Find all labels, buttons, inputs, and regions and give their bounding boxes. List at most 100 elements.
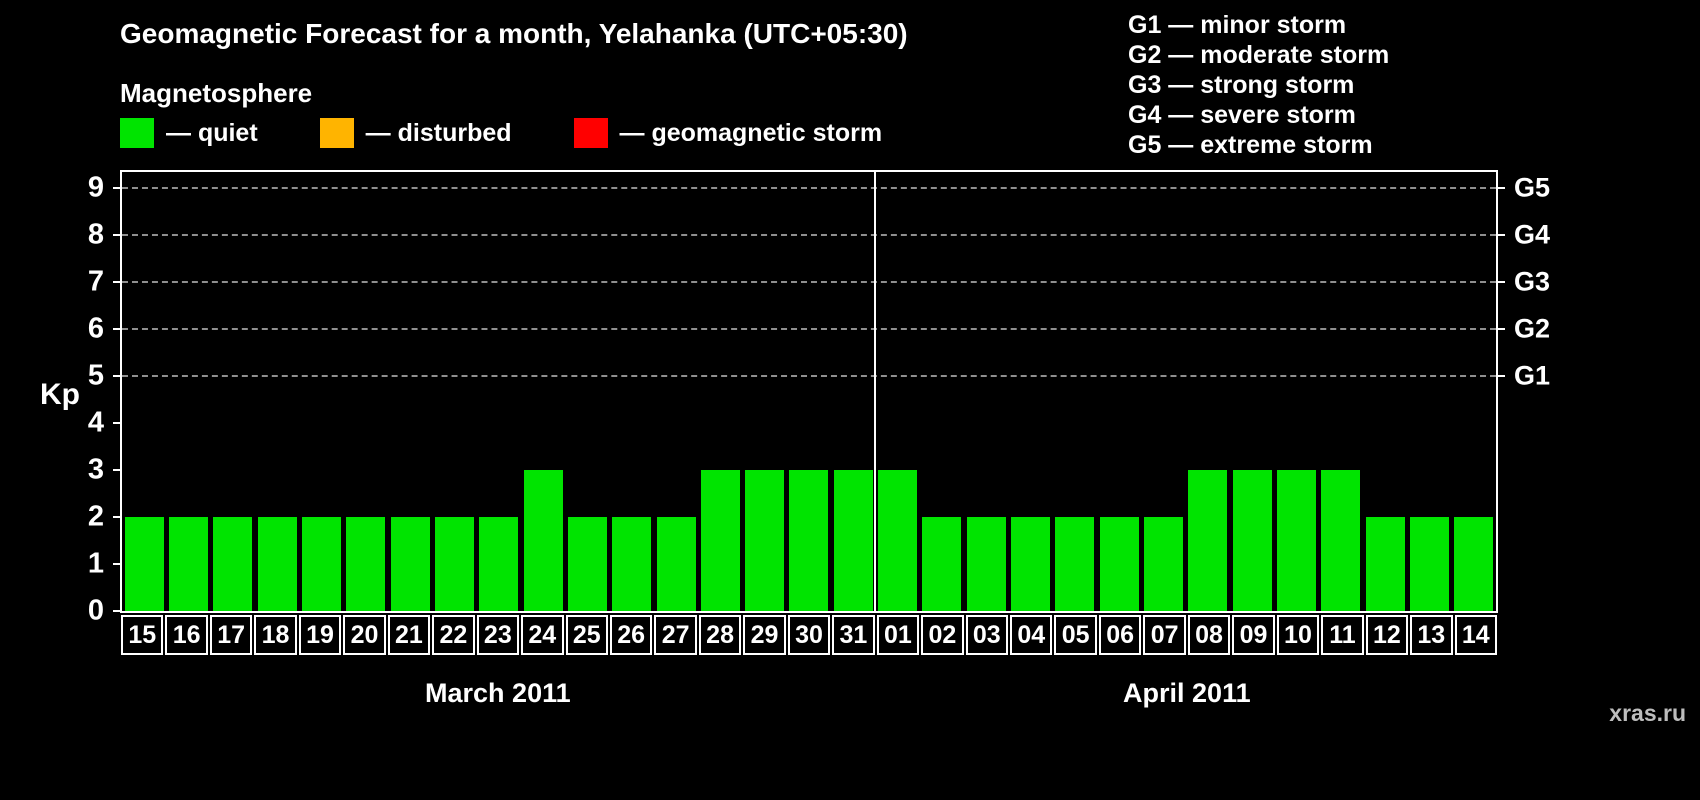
day-label-27: 27 <box>654 615 697 655</box>
kp-tick-label-6: 6 <box>87 312 104 345</box>
left-axis-tick <box>113 610 122 612</box>
day-axis-row: 15 16 17 18 19 20 21 22 23 24 25 26 27 28 29 30 31 01 02 03… <box>120 615 1498 655</box>
right-axis-tick <box>1496 281 1505 284</box>
day-label-22: 22 <box>432 615 475 655</box>
day-label-12: 12 <box>1365 615 1409 655</box>
day-label-14: 14 <box>1454 615 1497 655</box>
left-axis-tick <box>113 375 122 378</box>
right-axis-tick <box>1496 234 1505 237</box>
kp-tick-label-9: 9 <box>87 171 104 204</box>
day-label-17: 17 <box>209 615 253 655</box>
kp-bar-day-11 <box>1321 470 1361 611</box>
kp-bar-day-07 <box>1144 517 1184 611</box>
day-label-30: 30 <box>787 615 831 655</box>
day-label-11: 11 <box>1321 615 1364 655</box>
day-label-21: 21 <box>387 615 431 655</box>
day-label-18: 18 <box>254 615 297 655</box>
day-label-05: 05 <box>1054 615 1097 655</box>
kp-bar-day-23 <box>479 517 519 611</box>
kp-bar-day-02 <box>922 517 962 611</box>
g-scale-label-G3: G3 <box>1514 266 1551 297</box>
left-axis-tick <box>113 281 122 284</box>
gridline-G2 <box>122 328 1496 331</box>
kp-bar-day-28 <box>700 470 740 611</box>
kp-bar-day-19 <box>301 517 341 611</box>
gridline-G4 <box>122 234 1496 237</box>
kp-bar-day-21 <box>390 517 430 611</box>
storm-scale-legend: G1 — minor storm G2 — moderate storm G3 — … <box>1128 10 1389 160</box>
day-label-20: 20 <box>343 615 386 655</box>
legend-label: — geomagnetic storm <box>619 118 883 147</box>
month-axis-row: March 2011 April 2011 <box>120 678 1498 712</box>
kp-bar-day-04 <box>1011 517 1051 611</box>
storm-scale-line: G5 — extreme storm <box>1128 131 1373 159</box>
day-label-02: 02 <box>921 615 964 655</box>
day-label-10: 10 <box>1276 615 1320 655</box>
kp-bar-day-31 <box>833 470 873 611</box>
g-scale-label-G5: G5 <box>1514 172 1551 203</box>
g-scale-label-G4: G4 <box>1514 219 1551 250</box>
kp-bar-day-13 <box>1410 517 1449 611</box>
storm-scale-line: G1 — minor storm <box>1128 11 1347 39</box>
g-scale-label-G1: G1 <box>1514 360 1551 391</box>
g-scale-label-G2: G2 <box>1514 313 1551 344</box>
month-label: March 2011 <box>425 678 571 708</box>
day-label-16: 16 <box>165 615 208 655</box>
kp-bar-day-03 <box>966 517 1006 611</box>
kp-bar-day-24 <box>523 470 563 611</box>
kp-tick-label-8: 8 <box>87 218 104 251</box>
kp-bar-day-10 <box>1277 470 1317 611</box>
right-axis-tick <box>1496 328 1505 331</box>
magnetosphere-legend: — quiet — disturbed — geomagnetic storm <box>120 118 882 148</box>
day-label-13: 13 <box>1410 615 1453 655</box>
day-label-24: 24 <box>521 615 564 655</box>
legend-swatch-2 <box>573 118 608 148</box>
right-axis-tick <box>1496 187 1505 190</box>
kp-bar-day-27 <box>656 517 696 611</box>
left-axis-tick <box>113 563 122 566</box>
day-label-23: 23 <box>476 615 520 655</box>
legend-swatch-1 <box>319 118 354 148</box>
left-axis-tick <box>113 234 122 237</box>
kp-bar-day-30 <box>789 470 829 611</box>
legend-label: — disturbed <box>365 118 512 147</box>
storm-scale-line: G4 — severe storm <box>1128 101 1356 129</box>
legend-item: — disturbed <box>319 118 512 148</box>
kp-bar-day-08 <box>1188 470 1228 611</box>
kp-bar-day-12 <box>1365 517 1405 611</box>
kp-bar-day-18 <box>257 517 297 611</box>
legend-swatch-0 <box>120 118 154 148</box>
day-label-31: 31 <box>832 615 875 655</box>
kp-tick-label-5: 5 <box>87 359 104 392</box>
gridline-G5 <box>122 187 1496 190</box>
kp-bar-day-01 <box>878 470 918 611</box>
legend-label: — quiet <box>166 118 258 147</box>
right-axis-tick <box>1496 375 1505 378</box>
xras-watermark[interactable]: xras.ru <box>1609 700 1686 726</box>
left-axis-tick <box>113 328 122 331</box>
day-label-03: 03 <box>965 615 1009 655</box>
kp-bar-day-25 <box>567 517 607 611</box>
day-label-25: 25 <box>565 615 608 655</box>
kp-bar-day-09 <box>1232 470 1272 611</box>
day-label-01: 01 <box>876 615 920 655</box>
day-label-15: 15 <box>121 615 164 655</box>
chart-title: Geomagnetic Forecast for a month, Yelaha… <box>120 18 908 49</box>
kp-bar-day-29 <box>745 470 785 611</box>
day-label-09: 09 <box>1232 615 1275 655</box>
day-label-19: 19 <box>298 615 342 655</box>
kp-tick-label-0: 0 <box>87 594 104 627</box>
month-label: April 2011 <box>1123 678 1251 708</box>
storm-scale-line: G2 — moderate storm <box>1128 41 1390 69</box>
kp-bar-day-16 <box>168 517 208 611</box>
legend-item: — geomagnetic storm <box>573 118 883 148</box>
kp-bar-day-22 <box>434 517 474 611</box>
kp-tick-label-2: 2 <box>87 500 104 533</box>
day-label-04: 04 <box>1010 615 1053 655</box>
storm-scale-line: G3 — strong storm <box>1128 71 1355 99</box>
left-axis-tick <box>113 187 122 190</box>
kp-tick-label-4: 4 <box>87 406 104 439</box>
day-label-08: 08 <box>1187 615 1231 655</box>
kp-tick-label-7: 7 <box>87 265 104 298</box>
